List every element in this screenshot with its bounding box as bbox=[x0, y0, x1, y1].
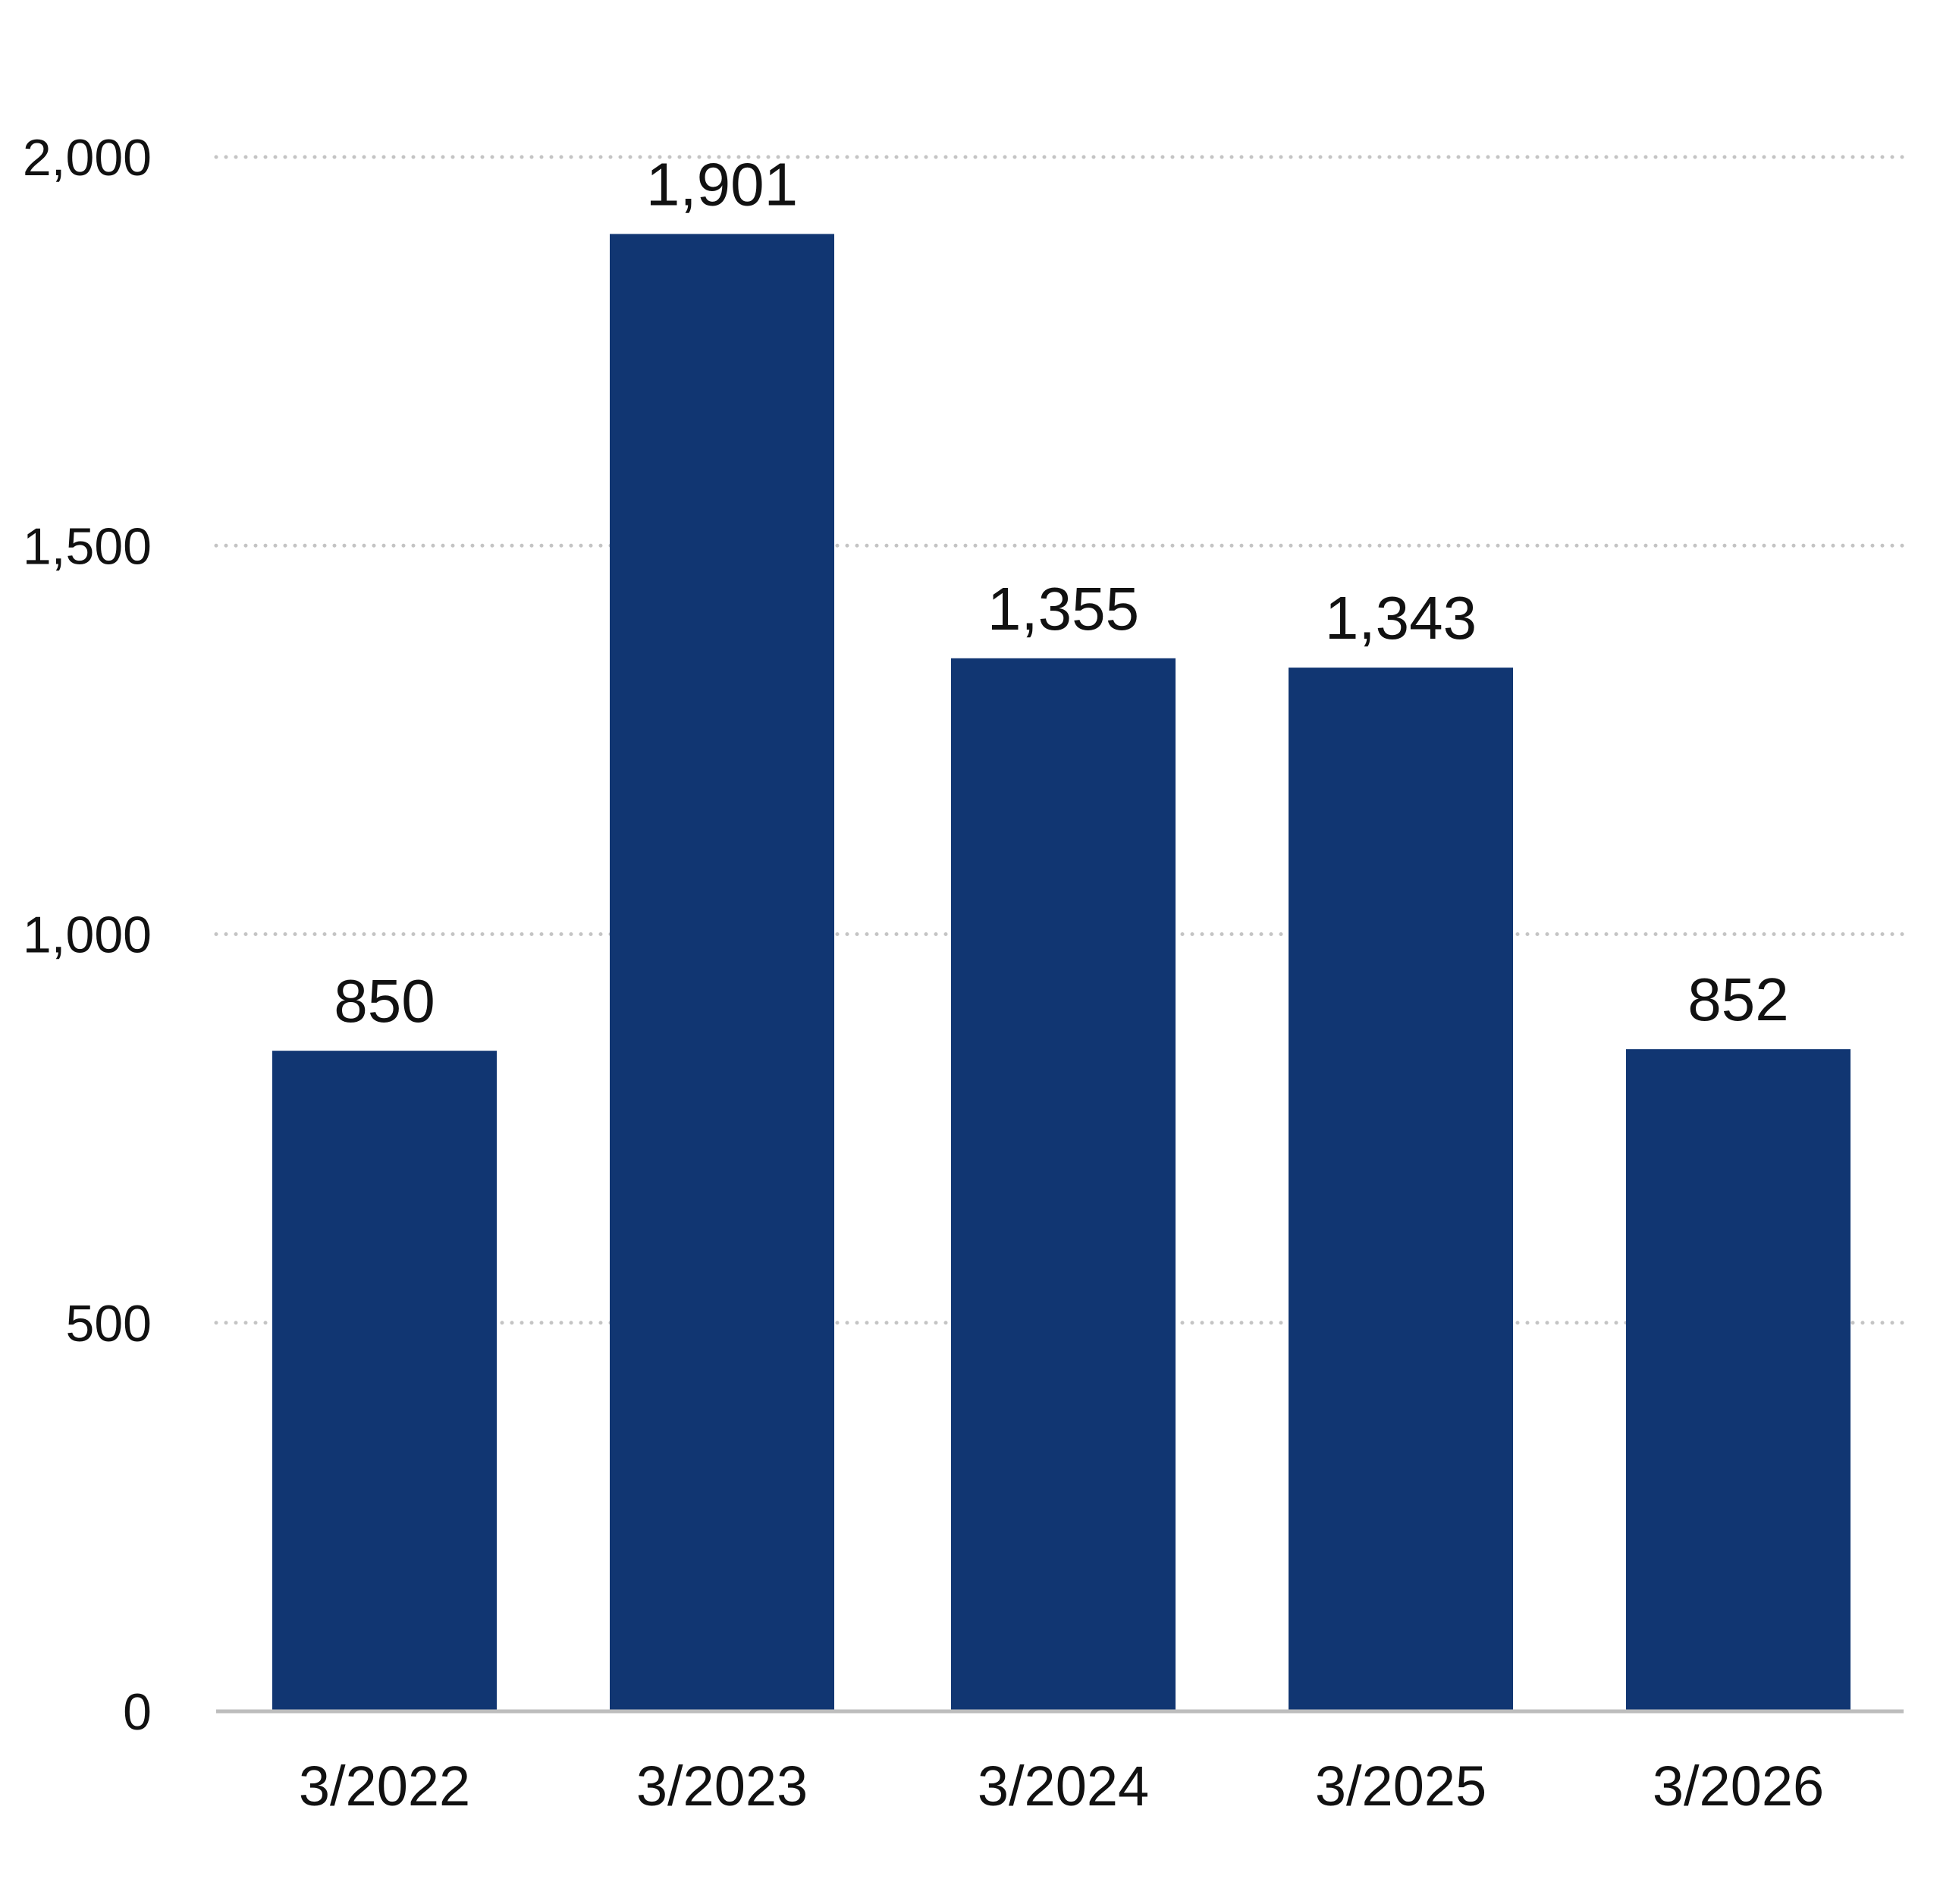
x-category-label: 3/2023 bbox=[636, 1755, 808, 1818]
y-tick-label: 2,000 bbox=[23, 129, 152, 187]
bar-value-label: 852 bbox=[1687, 966, 1788, 1033]
bar-value-label: 1,901 bbox=[646, 150, 798, 218]
bar bbox=[272, 1051, 497, 1711]
labels: 0 500 1,000 1,500 2,000 850 3/2022 1,901 3/2023 1… bbox=[23, 129, 1824, 1818]
bar bbox=[1626, 1049, 1851, 1711]
bar bbox=[951, 658, 1176, 1711]
y-tick-label: 500 bbox=[66, 1295, 152, 1353]
bar-value-label: 1,343 bbox=[1325, 584, 1477, 652]
x-category-label: 3/2024 bbox=[978, 1755, 1149, 1818]
x-category-label: 3/2026 bbox=[1653, 1755, 1824, 1818]
y-tick-label: 0 bbox=[123, 1683, 152, 1741]
y-tick-label: 1,000 bbox=[23, 906, 152, 964]
bars bbox=[272, 234, 1851, 1712]
bar-value-label: 850 bbox=[334, 967, 435, 1035]
x-category-label: 3/2025 bbox=[1315, 1755, 1486, 1818]
x-category-label: 3/2022 bbox=[299, 1755, 470, 1818]
bar bbox=[610, 234, 834, 1711]
bar bbox=[1289, 668, 1513, 1712]
bar-value-label: 1,355 bbox=[987, 575, 1139, 643]
y-tick-label: 1,500 bbox=[23, 517, 152, 575]
